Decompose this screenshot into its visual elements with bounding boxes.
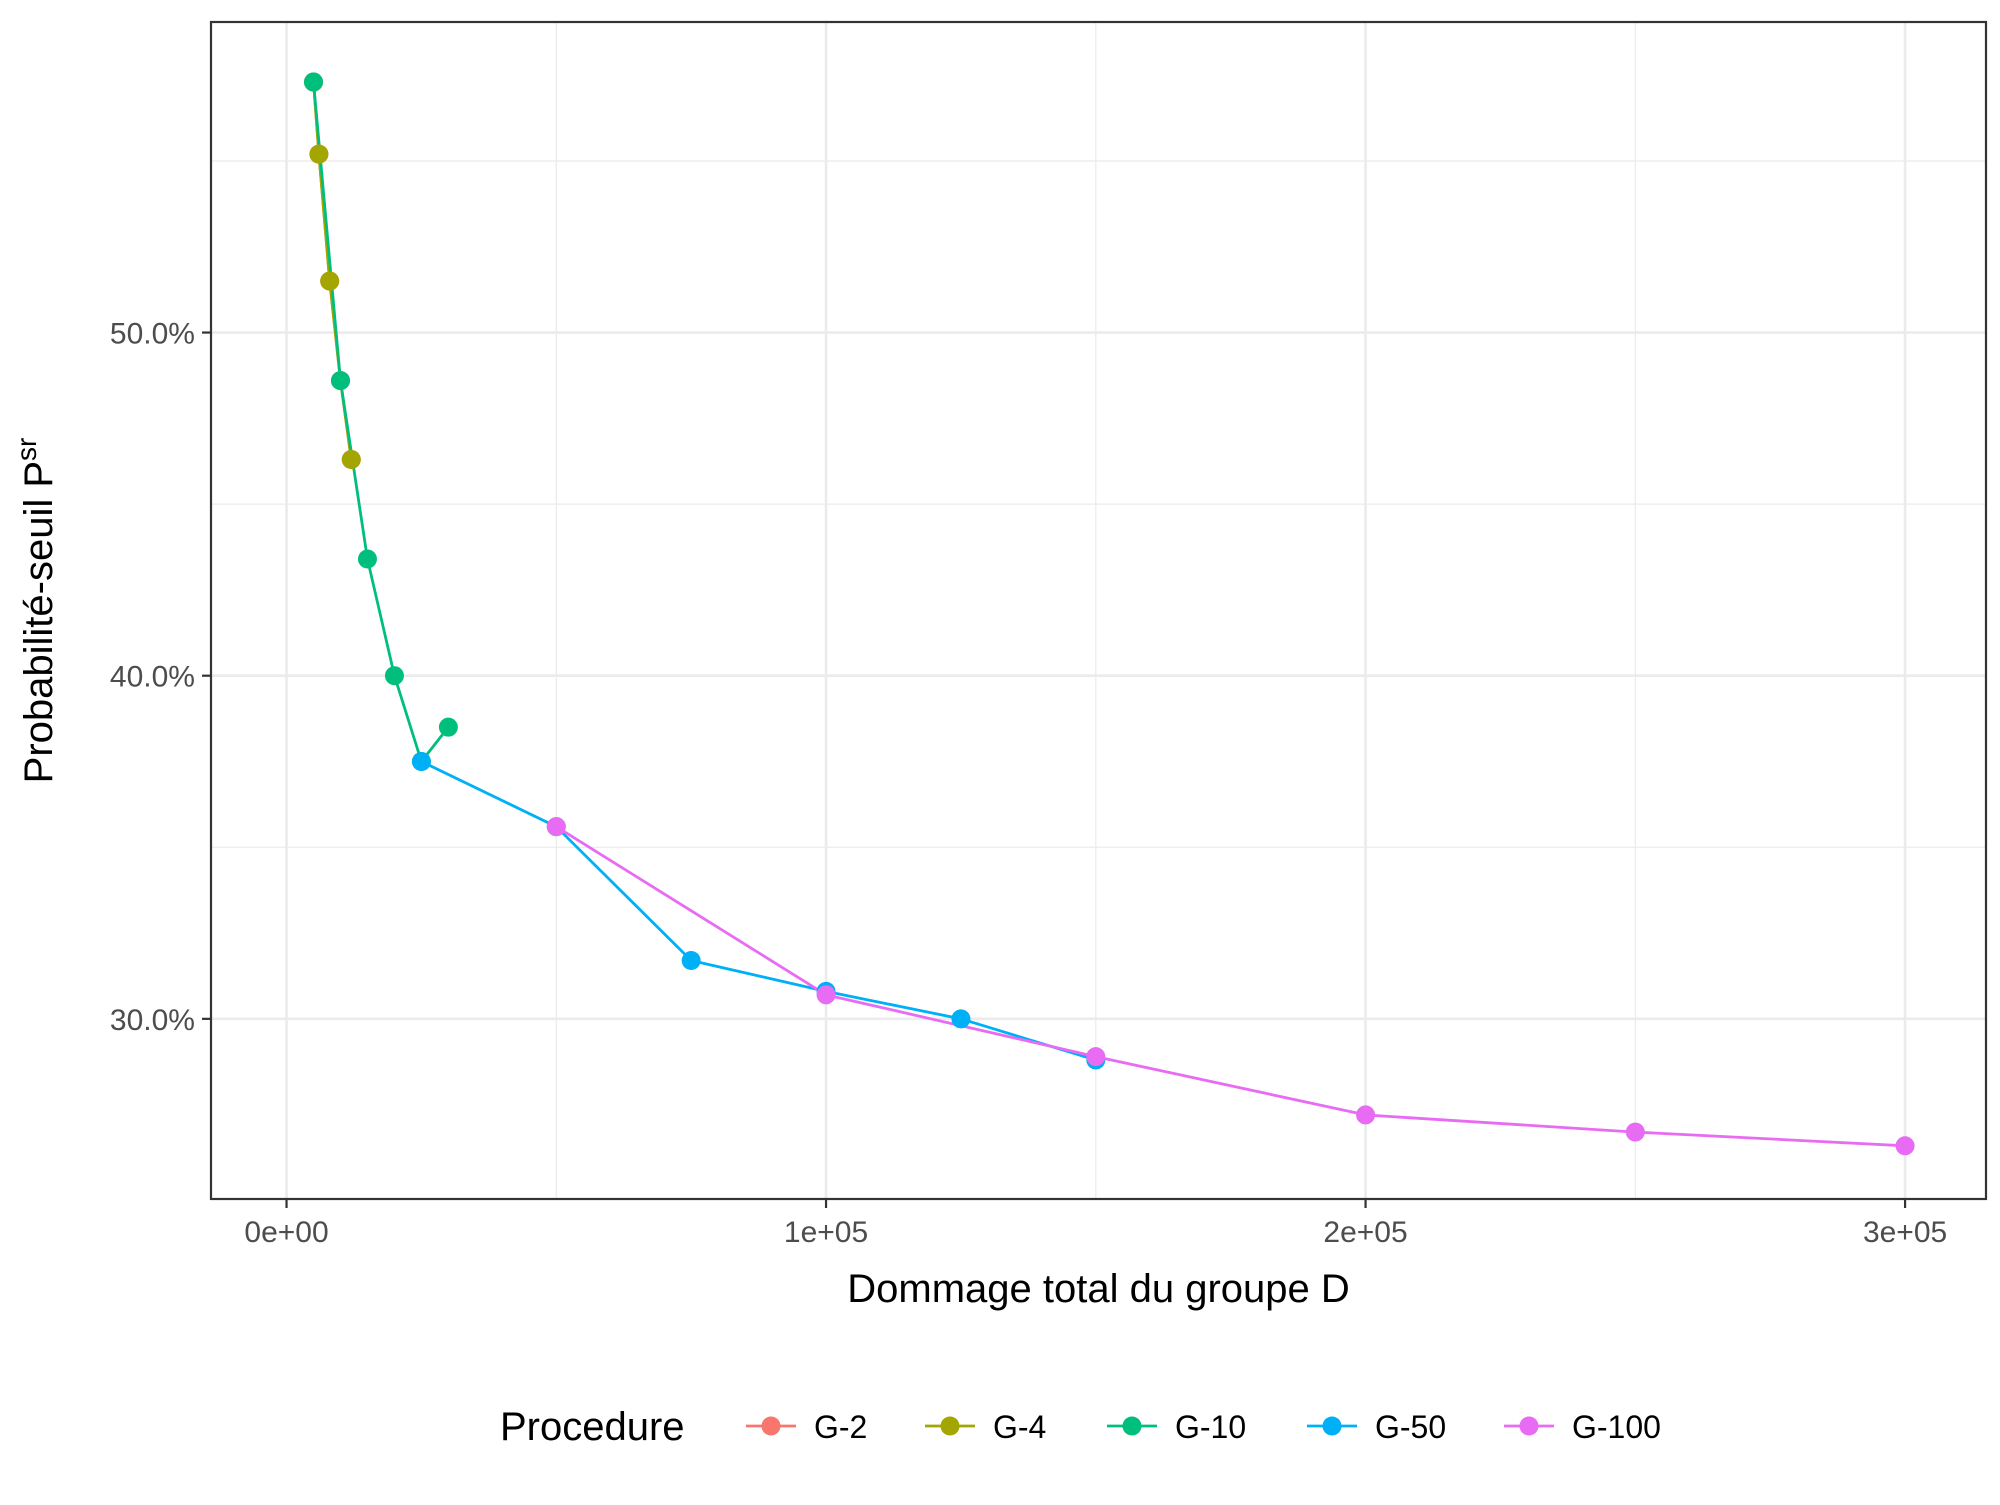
data-point-G-10 bbox=[384, 666, 404, 686]
legend-key-G-100 bbox=[1504, 1416, 1554, 1436]
y-axis-title: Probabilité-seuil Psr bbox=[11, 438, 61, 784]
y-tick-label: 50.0% bbox=[110, 318, 195, 351]
data-point-G-100 bbox=[816, 985, 836, 1005]
data-point-G-50 bbox=[951, 1009, 971, 1029]
legend-key-point bbox=[1322, 1416, 1342, 1436]
legend-key-point bbox=[1519, 1416, 1539, 1436]
data-point-G-10 bbox=[357, 549, 377, 569]
legend-label-G-100: G-100 bbox=[1572, 1409, 1661, 1445]
legend-key-point bbox=[1122, 1416, 1142, 1436]
data-point-G-4 bbox=[320, 271, 340, 291]
legend-title: Procedure bbox=[500, 1405, 685, 1449]
data-point-G-100 bbox=[1086, 1047, 1106, 1067]
series-line-G-50 bbox=[420, 760, 1097, 1062]
data-point-G-4 bbox=[341, 450, 361, 470]
data-point-G-100 bbox=[546, 817, 566, 837]
data-point-G-4 bbox=[309, 144, 329, 164]
legend-key-point bbox=[761, 1416, 781, 1436]
x-tick-label: 0e+00 bbox=[244, 1216, 328, 1249]
data-point-G-100 bbox=[1625, 1122, 1645, 1142]
legend-key-G-50 bbox=[1307, 1416, 1357, 1436]
data-point-G-10 bbox=[330, 371, 350, 391]
y-axis-title-main: Probabilité-seuil P bbox=[17, 461, 61, 783]
x-tick-label: 2e+05 bbox=[1323, 1216, 1407, 1249]
y-axis-title-superscript: sr bbox=[11, 438, 42, 461]
x-tick-label: 3e+05 bbox=[1863, 1216, 1947, 1249]
legend-label-G-4: G-4 bbox=[993, 1409, 1046, 1445]
data-point-G-50 bbox=[681, 951, 701, 971]
data-point-G-10 bbox=[438, 717, 458, 737]
x-tick-label: 1e+05 bbox=[784, 1216, 868, 1249]
legend: Procedure G-2 G-4 G-10 G-50 G-100 bbox=[500, 1405, 1661, 1449]
legend-key-point bbox=[940, 1416, 960, 1436]
x-axis-title: Dommage total du groupe D bbox=[847, 1267, 1350, 1311]
legend-key-G-2 bbox=[746, 1416, 796, 1436]
legend-label-G-2: G-2 bbox=[814, 1409, 867, 1445]
legend-label-G-10: G-10 bbox=[1175, 1409, 1246, 1445]
legend-label-G-50: G-50 bbox=[1375, 1409, 1446, 1445]
y-tick-label: 30.0% bbox=[110, 1004, 195, 1037]
plot-panel-border bbox=[209, 20, 1988, 1201]
legend-key-G-10 bbox=[1107, 1416, 1157, 1436]
legend-key-G-4 bbox=[925, 1416, 975, 1436]
data-point-G-100 bbox=[1356, 1105, 1376, 1125]
series-line-G-100 bbox=[555, 825, 1906, 1148]
data-point-G-10 bbox=[304, 72, 324, 92]
data-point-G-100 bbox=[1895, 1136, 1915, 1156]
data-point-G-50 bbox=[411, 751, 431, 771]
y-tick-label: 40.0% bbox=[110, 661, 195, 694]
